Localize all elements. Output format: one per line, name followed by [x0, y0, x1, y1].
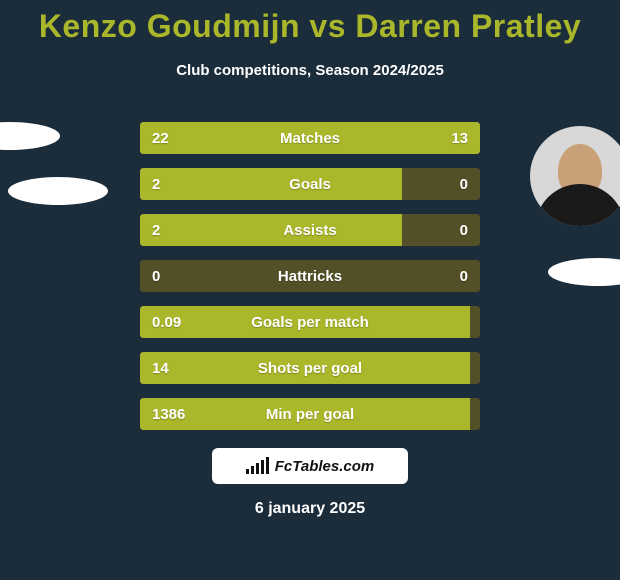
- stat-label: Assists: [140, 214, 480, 246]
- stat-label: Shots per goal: [140, 352, 480, 384]
- page-title: Kenzo Goudmijn vs Darren Pratley: [0, 8, 620, 45]
- stat-label: Min per goal: [140, 398, 480, 430]
- stats-container: 22Matches132Goals02Assists00Hattricks00.…: [140, 122, 480, 444]
- stat-row: 0Hattricks0: [140, 260, 480, 292]
- stat-row: 22Matches13: [140, 122, 480, 154]
- logo-pill: FcTables.com: [212, 448, 408, 484]
- avatar-shoulders: [535, 184, 620, 226]
- logo-bar: [266, 457, 269, 474]
- stat-row: 1386Min per goal: [140, 398, 480, 430]
- date-text: 6 january 2025: [0, 500, 620, 518]
- logo-bar: [251, 466, 254, 474]
- stat-label: Matches: [140, 122, 480, 154]
- chart-icon: [246, 458, 269, 474]
- jersey-shape-left-2: [8, 177, 108, 205]
- avatar-right: [530, 126, 620, 226]
- stat-row: 0.09Goals per match: [140, 306, 480, 338]
- stat-value-right: 13: [451, 122, 468, 154]
- stat-value-right: 0: [460, 168, 468, 200]
- stat-value-right: 0: [460, 214, 468, 246]
- stat-label: Goals: [140, 168, 480, 200]
- stat-row: 2Goals0: [140, 168, 480, 200]
- logo-bar: [261, 460, 264, 474]
- stat-row: 14Shots per goal: [140, 352, 480, 384]
- stat-label: Hattricks: [140, 260, 480, 292]
- logo-bar: [246, 469, 249, 474]
- logo-text: FcTables.com: [275, 458, 374, 475]
- stat-row: 2Assists0: [140, 214, 480, 246]
- stat-value-right: 0: [460, 260, 468, 292]
- subtitle: Club competitions, Season 2024/2025: [0, 62, 620, 79]
- stat-label: Goals per match: [140, 306, 480, 338]
- logo-bar: [256, 463, 259, 474]
